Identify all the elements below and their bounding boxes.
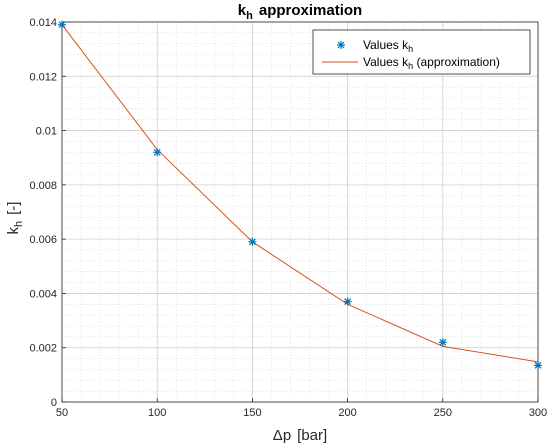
y-tick-label: 0.012 [29, 71, 57, 83]
x-tick-label: 150 [243, 407, 261, 419]
legend-label-values: Values kh [363, 38, 413, 54]
data-point-values [248, 237, 257, 246]
series [58, 20, 542, 370]
data-point-values [438, 338, 447, 347]
x-tick-label: 300 [529, 407, 547, 419]
legend: Values kh Values kh (approximation) [312, 29, 531, 75]
x-tick-label: 250 [434, 407, 452, 419]
asterisk-stroke [344, 298, 352, 305]
y-tick-label: 0 [51, 397, 57, 409]
legend-label-approximation: Values kh (approximation) [363, 55, 500, 71]
tick-labels: 50 100 150 200 250 300 0 0.002 0.004 0.006 0.008 0.… [29, 17, 547, 419]
grid [61, 21, 539, 403]
y-tick-label: 0.008 [29, 180, 57, 192]
asterisk-stroke [248, 238, 256, 246]
y-axis-label: kh[-] [5, 202, 25, 235]
asterisk-stroke [153, 148, 161, 156]
plot-area [62, 22, 538, 402]
y-tick-label: 0.014 [29, 17, 57, 29]
x-tick-label: 100 [148, 407, 166, 419]
data-point-values [534, 361, 542, 370]
legend-box [312, 29, 531, 75]
x-axis-label: Δp [bar] [273, 427, 327, 444]
axes-box [61, 21, 539, 403]
asterisk-stroke [58, 21, 66, 29]
y-tick-label: 0.004 [29, 288, 57, 300]
series-line-approximation [61, 24, 539, 363]
y-tick-label: 0.006 [29, 234, 57, 246]
x-tick-label: 50 [56, 407, 68, 419]
legend-marker-values [337, 41, 345, 49]
x-tick-label: 200 [338, 407, 356, 419]
data-point-values [58, 20, 66, 29]
data-point-values [153, 148, 162, 157]
asterisk-stroke [534, 361, 542, 369]
chart-title: kh approximation [238, 2, 362, 22]
data-point-values [343, 297, 352, 306]
asterisk-stroke [439, 338, 447, 346]
y-tick-label: 0.01 [36, 126, 57, 138]
y-tick-label: 0.002 [29, 343, 57, 355]
